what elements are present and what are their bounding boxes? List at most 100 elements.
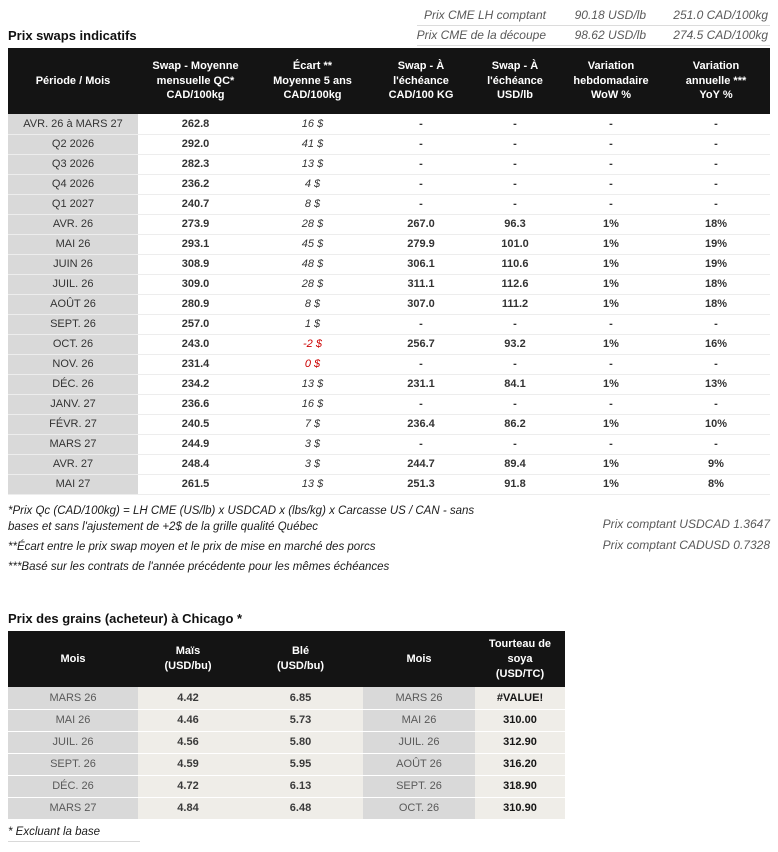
period-cell: AVR. 26: [8, 214, 138, 235]
period-cell: Q4 2026: [8, 174, 138, 195]
soymeal-price-cell: 312.90: [475, 731, 565, 754]
swaps-row: DÉC. 26 234.2 13 $231.1 84.1 1% 13%: [8, 374, 770, 395]
cme-quotes: Prix CME LH comptant 90.18 USD/lb 251.0 …: [416, 6, 770, 46]
period-cell: DÉC. 26: [8, 374, 138, 395]
yoy-variation-cell: 19%: [662, 234, 770, 255]
spread-cell: 41 $: [253, 134, 372, 155]
yoy-variation-cell: -: [662, 154, 770, 175]
wheat-price-cell: 5.80: [238, 731, 363, 754]
wow-variation-cell: 1%: [560, 414, 662, 435]
grains-footnote: * Excluant la base: [8, 826, 140, 842]
maturity-cad-cell: -: [372, 354, 470, 375]
maturity-cad-cell: 311.1: [372, 274, 470, 295]
maturity-cad-cell: 256.7: [372, 334, 470, 355]
spread-cell: 8 $: [253, 294, 372, 315]
spread-cell: 45 $: [253, 234, 372, 255]
swaps-column-header: Variation hebdomadaire WoW %: [560, 48, 662, 114]
maturity-cad-cell: -: [372, 434, 470, 455]
wheat-price-cell: 6.48: [238, 797, 363, 820]
yoy-variation-cell: 19%: [662, 254, 770, 275]
monthly-avg-cell: 273.9: [138, 214, 253, 235]
month-cell: MARS 26: [363, 687, 475, 710]
spread-cell: 0 $: [253, 354, 372, 375]
swaps-row: JUIL. 26 309.0 28 $311.1 112.6 1% 18%: [8, 274, 770, 295]
swaps-row: AVR. 26 à MARS 27 262.8 16 $ - - - -: [8, 114, 770, 135]
month-cell: DÉC. 26: [8, 775, 138, 798]
spread-cell: -2 $: [253, 334, 372, 355]
wheat-price-cell: 6.85: [238, 687, 363, 710]
period-cell: Q1 2027: [8, 194, 138, 215]
footnote-spread: **Écart entre le prix swap moyen et le p…: [8, 540, 376, 553]
grains-column-header: Mois: [8, 630, 138, 688]
yoy-variation-cell: 10%: [662, 414, 770, 435]
maturity-usd-cell: 84.1: [470, 374, 560, 395]
spread-cell: 28 $: [253, 274, 372, 295]
swaps-row: Q1 2027 240.7 8 $ - - - -: [8, 194, 770, 215]
monthly-avg-cell: 280.9: [138, 294, 253, 315]
spread-cell: 13 $: [253, 374, 372, 395]
month-cell: MARS 27: [8, 797, 138, 820]
period-cell: OCT. 26: [8, 334, 138, 355]
monthly-avg-cell: 282.3: [138, 154, 253, 175]
spread-cell: 7 $: [253, 414, 372, 435]
monthly-avg-cell: 234.2: [138, 374, 253, 395]
spread-cell: 4 $: [253, 174, 372, 195]
quote-usd-value: 90.18 USD/lb: [574, 8, 646, 22]
maturity-cad-cell: 279.9: [372, 234, 470, 255]
period-cell: JUIN 26: [8, 254, 138, 275]
grains-header-row: Mois Maïs (USD/bu) Blé (USD/bu) Mois Tourtea…: [8, 630, 565, 688]
maturity-usd-cell: 112.6: [470, 274, 560, 295]
period-cell: AOÛT 26: [8, 294, 138, 315]
soymeal-price-cell: 318.90: [475, 775, 565, 798]
yoy-variation-cell: -: [662, 434, 770, 455]
period-cell: JANV. 27: [8, 394, 138, 415]
month-cell: OCT. 26: [363, 797, 475, 820]
yoy-variation-cell: -: [662, 194, 770, 215]
maturity-cad-cell: -: [372, 314, 470, 335]
maturity-cad-cell: -: [372, 194, 470, 215]
period-cell: AVR. 27: [8, 454, 138, 475]
grains-column-header: Maïs (USD/bu): [138, 630, 238, 688]
grains-section: Prix des grains (acheteur) à Chicago * M…: [8, 611, 770, 842]
grains-table: Mois Maïs (USD/bu) Blé (USD/bu) Mois Tourtea…: [8, 630, 565, 820]
spread-cell: 13 $: [253, 474, 372, 495]
corn-price-cell: 4.72: [138, 775, 238, 798]
wow-variation-cell: 1%: [560, 454, 662, 475]
swaps-row: FÉVR. 27 240.5 7 $236.4 86.2 1% 10%: [8, 414, 770, 435]
grains-column-header: Blé (USD/bu): [238, 630, 363, 688]
maturity-usd-cell: 110.6: [470, 254, 560, 275]
maturity-usd-cell: -: [470, 174, 560, 195]
top-header: Prix swaps indicatifs Prix CME LH compta…: [8, 6, 770, 46]
wow-variation-cell: -: [560, 154, 662, 175]
maturity-cad-cell: 244.7: [372, 454, 470, 475]
footnote-qc-price: *Prix Qc (CAD/100kg) = LH CME (US/lb) x …: [8, 504, 475, 533]
swaps-column-header: Variation annuelle *** YoY %: [662, 48, 770, 114]
monthly-avg-cell: 244.9: [138, 434, 253, 455]
monthly-avg-cell: 248.4: [138, 454, 253, 475]
wow-variation-cell: -: [560, 394, 662, 415]
period-cell: FÉVR. 27: [8, 414, 138, 435]
maturity-usd-cell: -: [470, 314, 560, 335]
quote-usd-value: 98.62 USD/lb: [574, 28, 646, 42]
spread-cell: 16 $: [253, 394, 372, 415]
quote-label: Prix CME de la découpe: [416, 28, 546, 42]
wow-variation-cell: -: [560, 314, 662, 335]
spread-cell: 28 $: [253, 214, 372, 235]
spread-cell: 8 $: [253, 194, 372, 215]
maturity-cad-cell: 306.1: [372, 254, 470, 275]
yoy-variation-cell: 18%: [662, 294, 770, 315]
grains-row: SEPT. 26 4.59 5.95 AOÛT 26 316.20: [8, 753, 565, 776]
period-cell: MAI 27: [8, 474, 138, 495]
month-cell: SEPT. 26: [8, 753, 138, 776]
maturity-cad-cell: -: [372, 134, 470, 155]
soymeal-price-cell: 310.90: [475, 797, 565, 820]
soymeal-price-cell: #VALUE!: [475, 687, 565, 710]
month-cell: MARS 26: [8, 687, 138, 710]
wow-variation-cell: 1%: [560, 474, 662, 495]
period-cell: NOV. 26: [8, 354, 138, 375]
maturity-cad-cell: -: [372, 114, 470, 135]
spread-cell: 13 $: [253, 154, 372, 175]
monthly-avg-cell: 308.9: [138, 254, 253, 275]
swaps-row: OCT. 26 243.0 -2 $256.7 93.2 1% 16%: [8, 334, 770, 355]
swaps-row: JANV. 27 236.6 16 $ - - - -: [8, 394, 770, 415]
